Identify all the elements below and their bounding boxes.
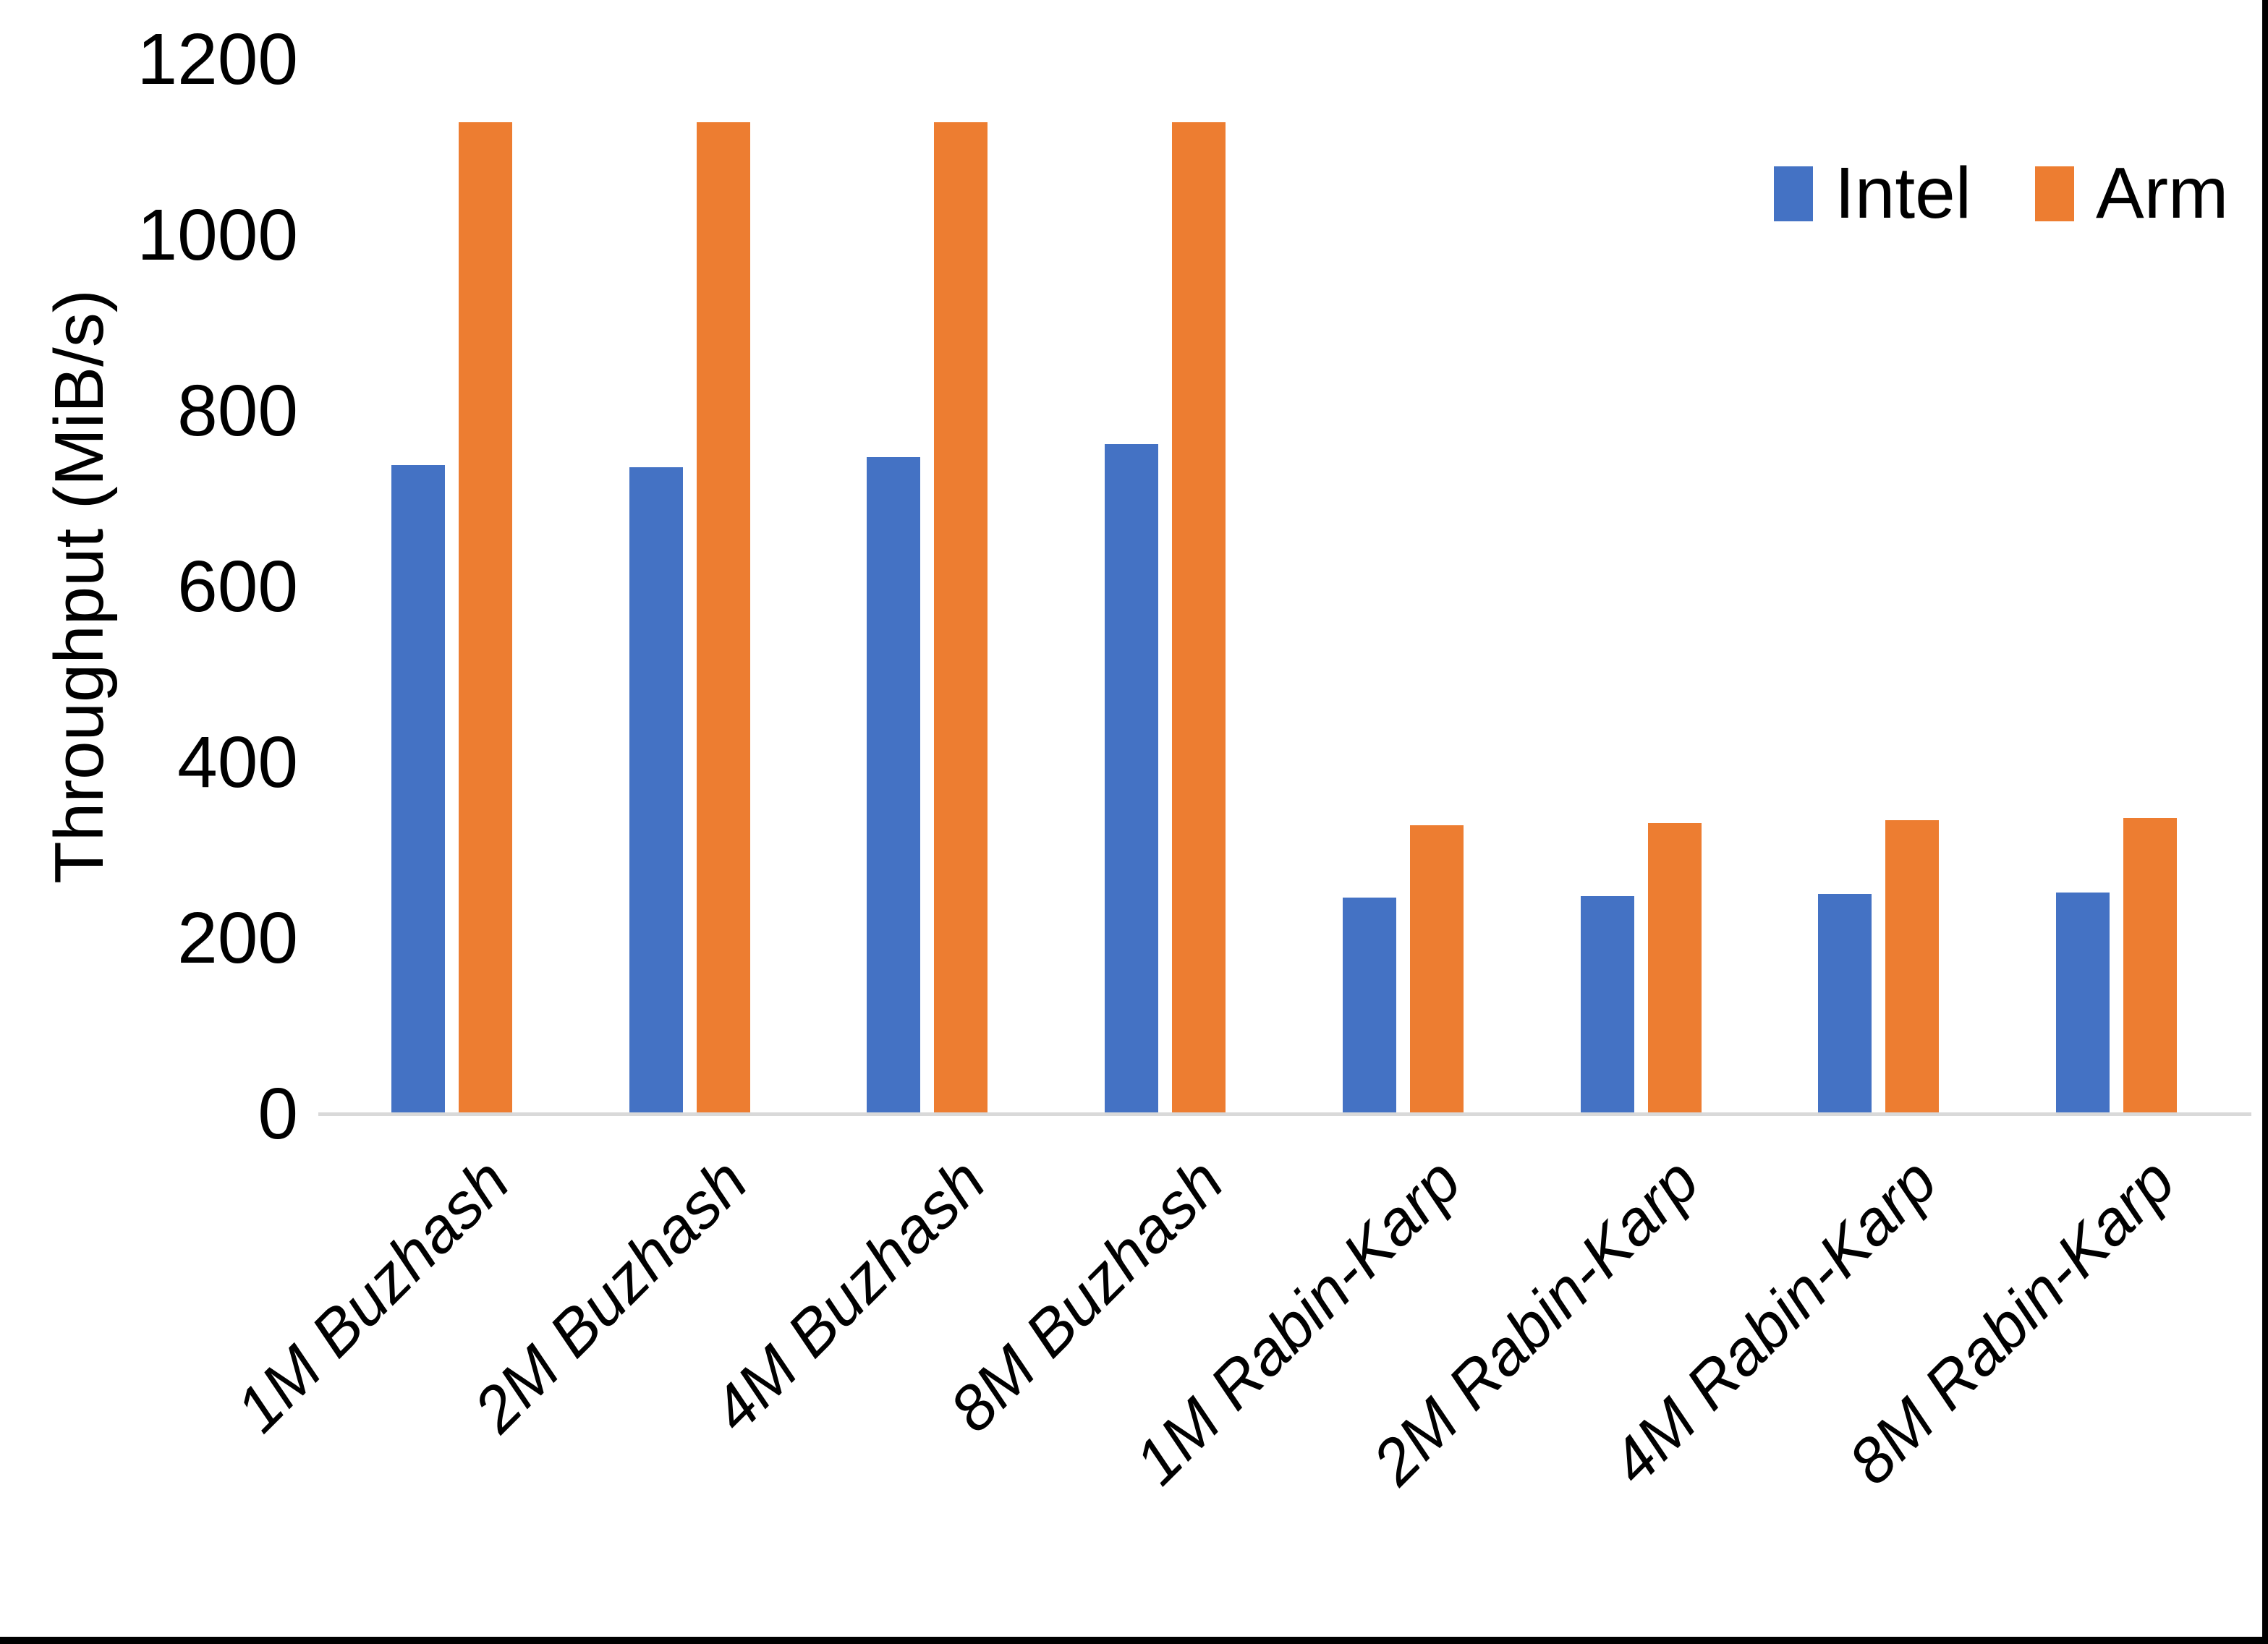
bar-arm-2m-buzhash (696, 122, 750, 1114)
x-axis-line (318, 1112, 2251, 1116)
bar-intel-4m-rabin-karp (1818, 894, 1872, 1114)
bar-arm-4m-buzhash (934, 122, 988, 1114)
legend-item-arm: Arm (2035, 152, 2228, 235)
y-tick-label-0: 0 (258, 1073, 298, 1154)
bar-arm-8m-rabin-karp (2123, 817, 2178, 1114)
bar-intel-1m-rabin-karp (1342, 898, 1396, 1114)
bar-intel-2m-buzhash (629, 467, 683, 1114)
bar-intel-4m-buzhash (867, 457, 921, 1114)
right-border-strip (2262, 0, 2268, 1644)
bar-arm-1m-buzhash (458, 122, 512, 1114)
legend-item-intel: Intel (1774, 152, 1971, 235)
y-tick-label-1000: 1000 (137, 195, 298, 276)
y-tick-label-1200: 1200 (137, 19, 298, 100)
legend-label-intel: Intel (1835, 153, 1972, 234)
bar-intel-2m-rabin-karp (1580, 895, 1634, 1114)
plot-area (333, 59, 2235, 1114)
legend: Intel Arm (1774, 152, 2228, 235)
bottom-border-strip (0, 1637, 2268, 1644)
bar-intel-1m-buzhash (391, 465, 445, 1114)
bar-arm-1m-rabin-karp (1409, 825, 1464, 1114)
bar-intel-8m-rabin-karp (2056, 892, 2110, 1114)
y-tick-label-800: 800 (177, 370, 298, 451)
bar-intel-8m-buzhash (1105, 444, 1159, 1114)
legend-swatch-arm (2035, 166, 2075, 221)
bar-arm-2m-rabin-karp (1647, 822, 1702, 1114)
y-tick-label-400: 400 (177, 722, 298, 803)
y-tick-label-600: 600 (177, 546, 298, 627)
legend-label-arm: Arm (2096, 153, 2229, 234)
y-tick-label-200: 200 (177, 898, 298, 979)
legend-swatch-intel (1774, 166, 1813, 221)
bar-arm-4m-rabin-karp (1885, 820, 1940, 1114)
bar-arm-8m-buzhash (1172, 122, 1226, 1114)
